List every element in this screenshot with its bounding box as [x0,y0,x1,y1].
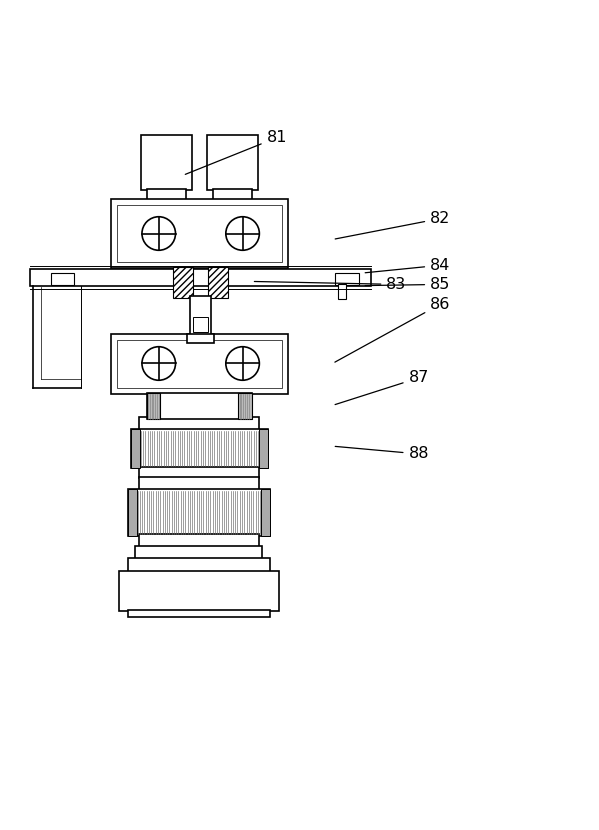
Bar [51,273,74,285]
Bar [117,340,282,388]
Bar [135,545,262,560]
Bar [190,296,211,335]
Bar [261,489,270,536]
Bar [193,317,208,332]
Bar [128,558,270,574]
Polygon shape [173,267,193,298]
Bar [338,285,346,299]
Bar [147,393,252,419]
Text: 88: 88 [335,447,429,461]
Bar [147,188,186,201]
Bar [30,269,371,286]
Bar [335,273,359,285]
Text: 85: 85 [365,277,450,292]
Bar [259,429,268,468]
Text: 84: 84 [365,258,450,273]
Bar [207,135,258,190]
Text: 87: 87 [335,370,429,404]
Bar [131,429,140,468]
Bar [139,467,259,478]
Text: 83: 83 [255,277,407,292]
Bar [111,334,288,394]
Text: 82: 82 [335,211,450,239]
Text: 81: 81 [185,130,287,174]
Bar [117,205,282,262]
Polygon shape [208,267,228,298]
Bar [119,571,279,612]
Text: 86: 86 [335,296,450,362]
Bar [139,535,259,547]
Bar [139,476,259,491]
Bar [131,429,268,468]
Bar [141,135,192,190]
Bar [213,188,252,201]
Bar [128,489,270,536]
Bar [128,610,270,617]
Bar [128,489,137,536]
Bar [147,393,160,419]
Bar [238,393,252,419]
Bar [139,417,259,431]
Bar [187,334,214,343]
Bar [111,199,288,268]
